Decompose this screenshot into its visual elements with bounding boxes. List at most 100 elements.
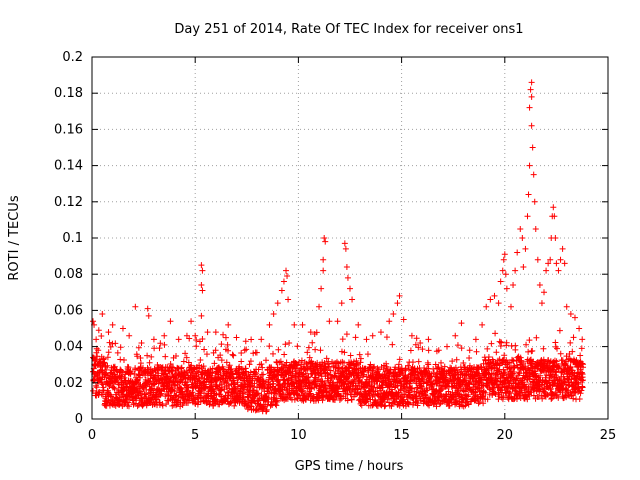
data-point: [326, 318, 333, 325]
data-point: [104, 354, 111, 361]
data-point: [172, 392, 179, 399]
data-point: [298, 388, 305, 395]
y-tick-label: 0.04: [54, 340, 83, 355]
data-point: [120, 356, 127, 363]
data-point: [524, 213, 531, 220]
data-point: [493, 349, 500, 356]
data-point: [358, 402, 365, 409]
data-point: [161, 332, 168, 339]
data-point: [579, 384, 586, 391]
data-point: [197, 356, 204, 363]
data-point: [272, 386, 279, 393]
data-point: [294, 362, 301, 369]
data-point: [363, 336, 370, 343]
data-point: [113, 377, 120, 384]
data-point: [157, 340, 164, 347]
data-point: [357, 374, 364, 381]
data-point: [492, 330, 499, 337]
chart-title: Day 251 of 2014, Rate Of TEC Index for r…: [174, 22, 523, 37]
data-point: [283, 386, 290, 393]
y-tick-label: 0.08: [54, 267, 83, 282]
y-tick-label: 0.16: [54, 122, 83, 137]
data-point: [144, 305, 151, 312]
data-point: [138, 339, 145, 346]
data-point: [473, 348, 480, 355]
data-point: [526, 337, 533, 344]
data-point: [144, 352, 151, 359]
data-point: [225, 382, 232, 389]
data-point: [390, 399, 397, 406]
data-point: [274, 397, 281, 404]
data-point: [534, 256, 541, 263]
data-point: [514, 249, 521, 256]
data-point: [390, 311, 397, 318]
data-point: [188, 318, 195, 325]
data-point: [151, 345, 158, 352]
data-point: [557, 256, 564, 263]
x-tick-label: 0: [88, 428, 96, 443]
data-point: [119, 325, 126, 332]
data-point: [218, 393, 225, 400]
y-tick-label: 0.14: [54, 159, 83, 174]
data-point: [243, 346, 250, 353]
data-point: [246, 361, 253, 368]
data-point: [395, 361, 402, 368]
data-point: [126, 332, 133, 339]
data-point: [277, 358, 284, 365]
data-point: [541, 289, 548, 296]
data-point: [182, 350, 189, 357]
data-point: [526, 104, 533, 111]
data-point: [383, 334, 390, 341]
data-point: [198, 312, 205, 319]
data-point: [137, 355, 144, 362]
data-point: [453, 356, 460, 363]
data-point: [270, 311, 277, 318]
data-point: [168, 364, 175, 371]
data-point: [294, 343, 301, 350]
data-point: [199, 287, 206, 294]
data-point: [132, 365, 139, 372]
data-point: [281, 351, 288, 358]
data-point: [200, 363, 207, 370]
data-point: [499, 267, 506, 274]
data-point: [199, 267, 206, 274]
data-point: [241, 380, 248, 387]
data-point: [183, 388, 190, 395]
data-point: [570, 334, 577, 341]
data-point: [327, 367, 334, 374]
data-point: [255, 390, 262, 397]
data-point: [495, 300, 502, 307]
data-point: [308, 385, 315, 392]
data-point: [274, 300, 281, 307]
data-point: [229, 351, 236, 358]
data-point: [576, 325, 583, 332]
data-point: [472, 336, 479, 343]
data-point: [466, 355, 473, 362]
data-point: [104, 362, 111, 369]
data-point: [151, 365, 158, 372]
data-point: [488, 340, 495, 347]
x-axis-label: GPS time / hours: [295, 459, 404, 474]
data-point: [557, 350, 564, 357]
data-point: [449, 358, 456, 365]
data-point: [348, 396, 355, 403]
data-point: [258, 336, 265, 343]
data-point: [531, 198, 538, 205]
data-point: [212, 347, 219, 354]
data-point: [509, 356, 516, 363]
data-point: [282, 341, 289, 348]
data-point: [392, 364, 399, 371]
data-point: [225, 347, 232, 354]
data-point: [425, 347, 432, 354]
data-point: [137, 374, 144, 381]
data-point: [192, 332, 199, 339]
data-point: [190, 366, 197, 373]
data-point: [255, 366, 262, 373]
data-point: [563, 303, 570, 310]
data-point: [127, 367, 134, 374]
data-point: [244, 406, 251, 413]
data-point: [270, 350, 277, 357]
data-point: [306, 354, 313, 361]
data-point: [230, 375, 237, 382]
data-point: [305, 374, 312, 381]
